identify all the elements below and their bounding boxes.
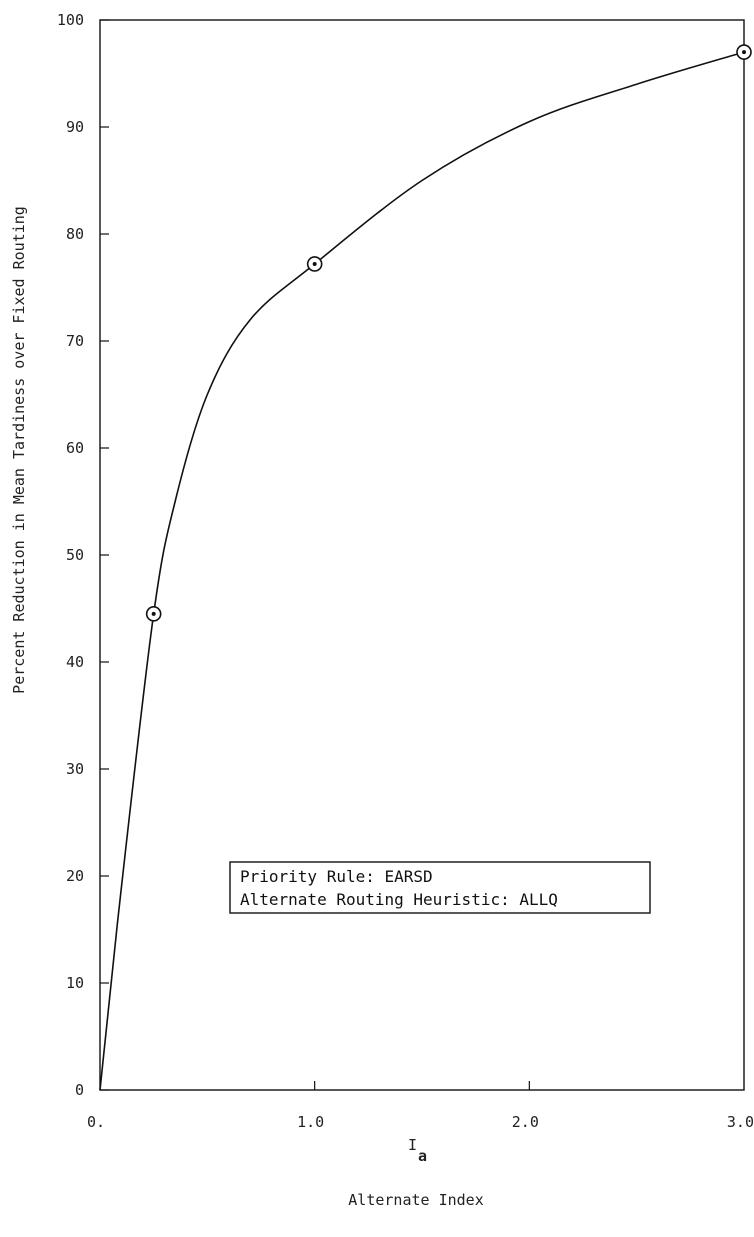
legend-line-priority-rule: Priority Rule: EARSD: [240, 867, 433, 886]
x-tick-label: 2.0: [512, 1113, 539, 1131]
y-tick-label: 0: [75, 1081, 84, 1099]
x-tick-label: 0.: [87, 1113, 105, 1131]
legend-line-routing-heuristic: Alternate Routing Heuristic: ALLQ: [240, 890, 558, 909]
y-tick-label: 90: [66, 118, 84, 136]
y-tick-label: 60: [66, 439, 84, 457]
legend-box: Priority Rule: EARSD Alternate Routing H…: [229, 861, 651, 914]
y-axis-label: Percent Reduction in Mean Tardiness over…: [10, 206, 28, 694]
y-tick-label: 50: [66, 546, 84, 564]
data-point-center: [151, 611, 156, 616]
data-point-center: [742, 50, 746, 55]
y-tick-label: 80: [66, 225, 84, 243]
y-tick-label: 40: [66, 653, 84, 671]
x-tick-label: 1.0: [297, 1113, 324, 1131]
tick-labels: 0 10 20 30 40 50 60 70 80 90 100 0. 1.0 2.0 3.0: [57, 11, 754, 1131]
tick-marks: [100, 19, 530, 1091]
y-tick-label: 70: [66, 332, 84, 350]
x-axis-symbol-subscript: a: [418, 1147, 427, 1165]
y-tick-label: 10: [66, 974, 84, 992]
x-axis-label: Alternate Index: [348, 1191, 483, 1209]
x-axis-symbol: I: [408, 1136, 417, 1154]
y-tick-label: 30: [66, 760, 84, 778]
series-curve: [99, 51, 745, 1091]
y-tick-label: 100: [57, 11, 84, 29]
data-point-center: [312, 261, 317, 266]
x-tick-label: 3.0: [727, 1113, 754, 1131]
y-tick-label: 20: [66, 867, 84, 885]
data-markers: [145, 44, 752, 622]
